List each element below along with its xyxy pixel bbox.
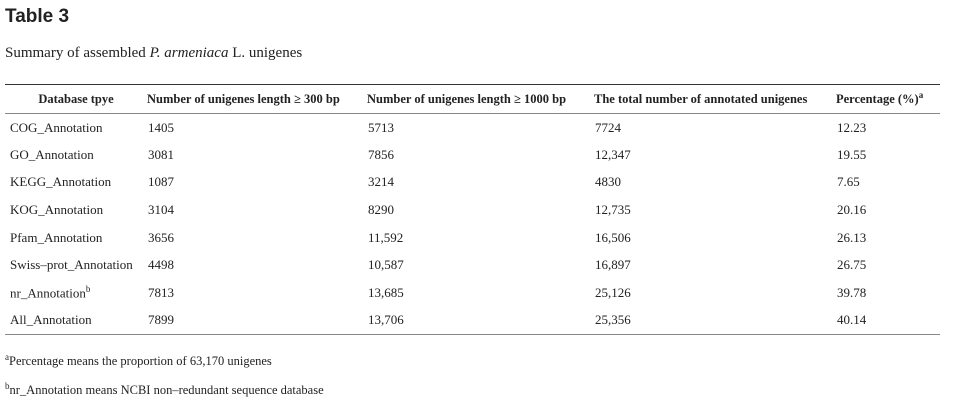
table-cell: 13,706 xyxy=(368,312,404,328)
table-cell: 40.14 xyxy=(837,312,867,328)
table-cell: 12,735 xyxy=(595,202,631,218)
table-cell: 1087 xyxy=(148,174,174,190)
table-cell: 3214 xyxy=(368,174,394,190)
table-cell: 16,897 xyxy=(595,257,631,273)
table-cell: 26.75 xyxy=(837,257,867,273)
table-cell: 4830 xyxy=(595,174,621,190)
table-cell: 3081 xyxy=(148,146,174,162)
table-cell: 7724 xyxy=(595,119,621,135)
table-cell: 8290 xyxy=(368,202,394,218)
footnote-text: Percentage means the proportion of 63,17… xyxy=(9,354,272,369)
header-cell: Number of unigenes length ≥ 1000 bp xyxy=(367,91,567,106)
table-cell: 20.16 xyxy=(837,202,867,218)
caption-species: P. armeniaca xyxy=(149,45,229,61)
table-cell: 16,506 xyxy=(595,229,631,245)
note-mark: b xyxy=(85,284,91,295)
header-cell: Number of unigenes length ≥ 300 bp xyxy=(147,91,340,106)
table-cell: 39.78 xyxy=(837,284,867,300)
table-cell: 12,347 xyxy=(595,146,631,162)
table-cell: 7899 xyxy=(148,312,174,328)
table-cell: nr_Annotationb xyxy=(5,279,143,307)
table-row: KOG_Annotation 3104 8290 12,735 20.16 xyxy=(5,196,940,224)
footnote: bnr_Annotation means NCBI non–redundant … xyxy=(5,381,324,398)
table-cell: 7.65 xyxy=(837,174,860,190)
table-cell: 7856 xyxy=(368,146,394,162)
table-row: Pfam_Annotation 3656 11,592 16,506 26.13 xyxy=(5,224,940,252)
table-cell: All_Annotation xyxy=(10,312,92,328)
note-mark: b xyxy=(5,381,10,391)
table-cell: 5713 xyxy=(368,119,394,135)
note-mark: a xyxy=(918,90,924,101)
table-cell: 25,356 xyxy=(595,312,631,328)
header-cell: The total number of annotated unigenes xyxy=(594,91,808,106)
table-cell: 12.23 xyxy=(837,119,867,135)
table-cell: 3656 xyxy=(148,229,174,245)
table-cell: 7813 xyxy=(148,284,174,300)
table-cell: KOG_Annotation xyxy=(10,202,104,218)
table-title: Table 3 xyxy=(5,6,70,27)
table-cell: 19.55 xyxy=(837,146,867,162)
data-table: Database tpye Number of unigenes length ≥… xyxy=(5,84,940,335)
table-cell: 26.13 xyxy=(837,229,867,245)
table-cell: GO_Annotation xyxy=(10,146,94,162)
caption-text: Summary of assembled xyxy=(5,45,150,61)
table-cell: COG_Annotation xyxy=(10,119,103,135)
table-cell: 13,685 xyxy=(368,284,404,300)
header-cell-text: Percentage (%) xyxy=(836,92,919,107)
footnote: aPercentage means the proportion of 63,1… xyxy=(5,352,272,369)
table-cell: 10,587 xyxy=(368,257,404,273)
table-header: Database tpye Number of unigenes length ≥… xyxy=(5,84,940,114)
table-cell: 11,592 xyxy=(368,229,404,245)
table-row: KEGG_Annotation 1087 3214 4830 7.65 xyxy=(5,169,940,197)
header-row: Database tpye Number of unigenes length ≥… xyxy=(5,84,940,114)
footnote-text: nr_Annotation means NCBI non–redundant s… xyxy=(9,383,324,398)
table-row: GO_Annotation 3081 7856 12,347 19.55 xyxy=(5,141,940,169)
table-row: All_Annotation 7899 13,706 25,356 40.14 xyxy=(5,307,940,335)
table-cell: 1405 xyxy=(148,119,174,135)
table-row: nr_Annotationb 7813 13,685 25,126 39.78 xyxy=(5,279,940,307)
caption-text: L. unigenes xyxy=(228,45,303,61)
table-cell: KEGG_Annotation xyxy=(10,174,112,190)
table-cell: 4498 xyxy=(148,257,174,273)
table-cell: 25,126 xyxy=(595,284,631,300)
table-caption: Summary of assembled P. armeniaca L. uni… xyxy=(5,45,302,62)
header-cell: Percentage (%)a xyxy=(832,85,940,114)
table-cell: Swiss–prot_Annotation xyxy=(10,257,133,273)
header-cell: Database tpye xyxy=(38,91,114,106)
table-cell: 3104 xyxy=(148,202,174,218)
table-cell: Pfam_Annotation xyxy=(10,229,103,245)
table-row: Swiss–prot_Annotation 4498 10,587 16,897 26.… xyxy=(5,251,940,279)
note-mark: a xyxy=(5,352,9,362)
table-body: COG_Annotation 1405 5713 7724 12.23 GO_Annota… xyxy=(5,114,940,335)
table-row: COG_Annotation 1405 5713 7724 12.23 xyxy=(5,114,940,142)
table-cell-text: nr_Annotation xyxy=(10,285,86,301)
